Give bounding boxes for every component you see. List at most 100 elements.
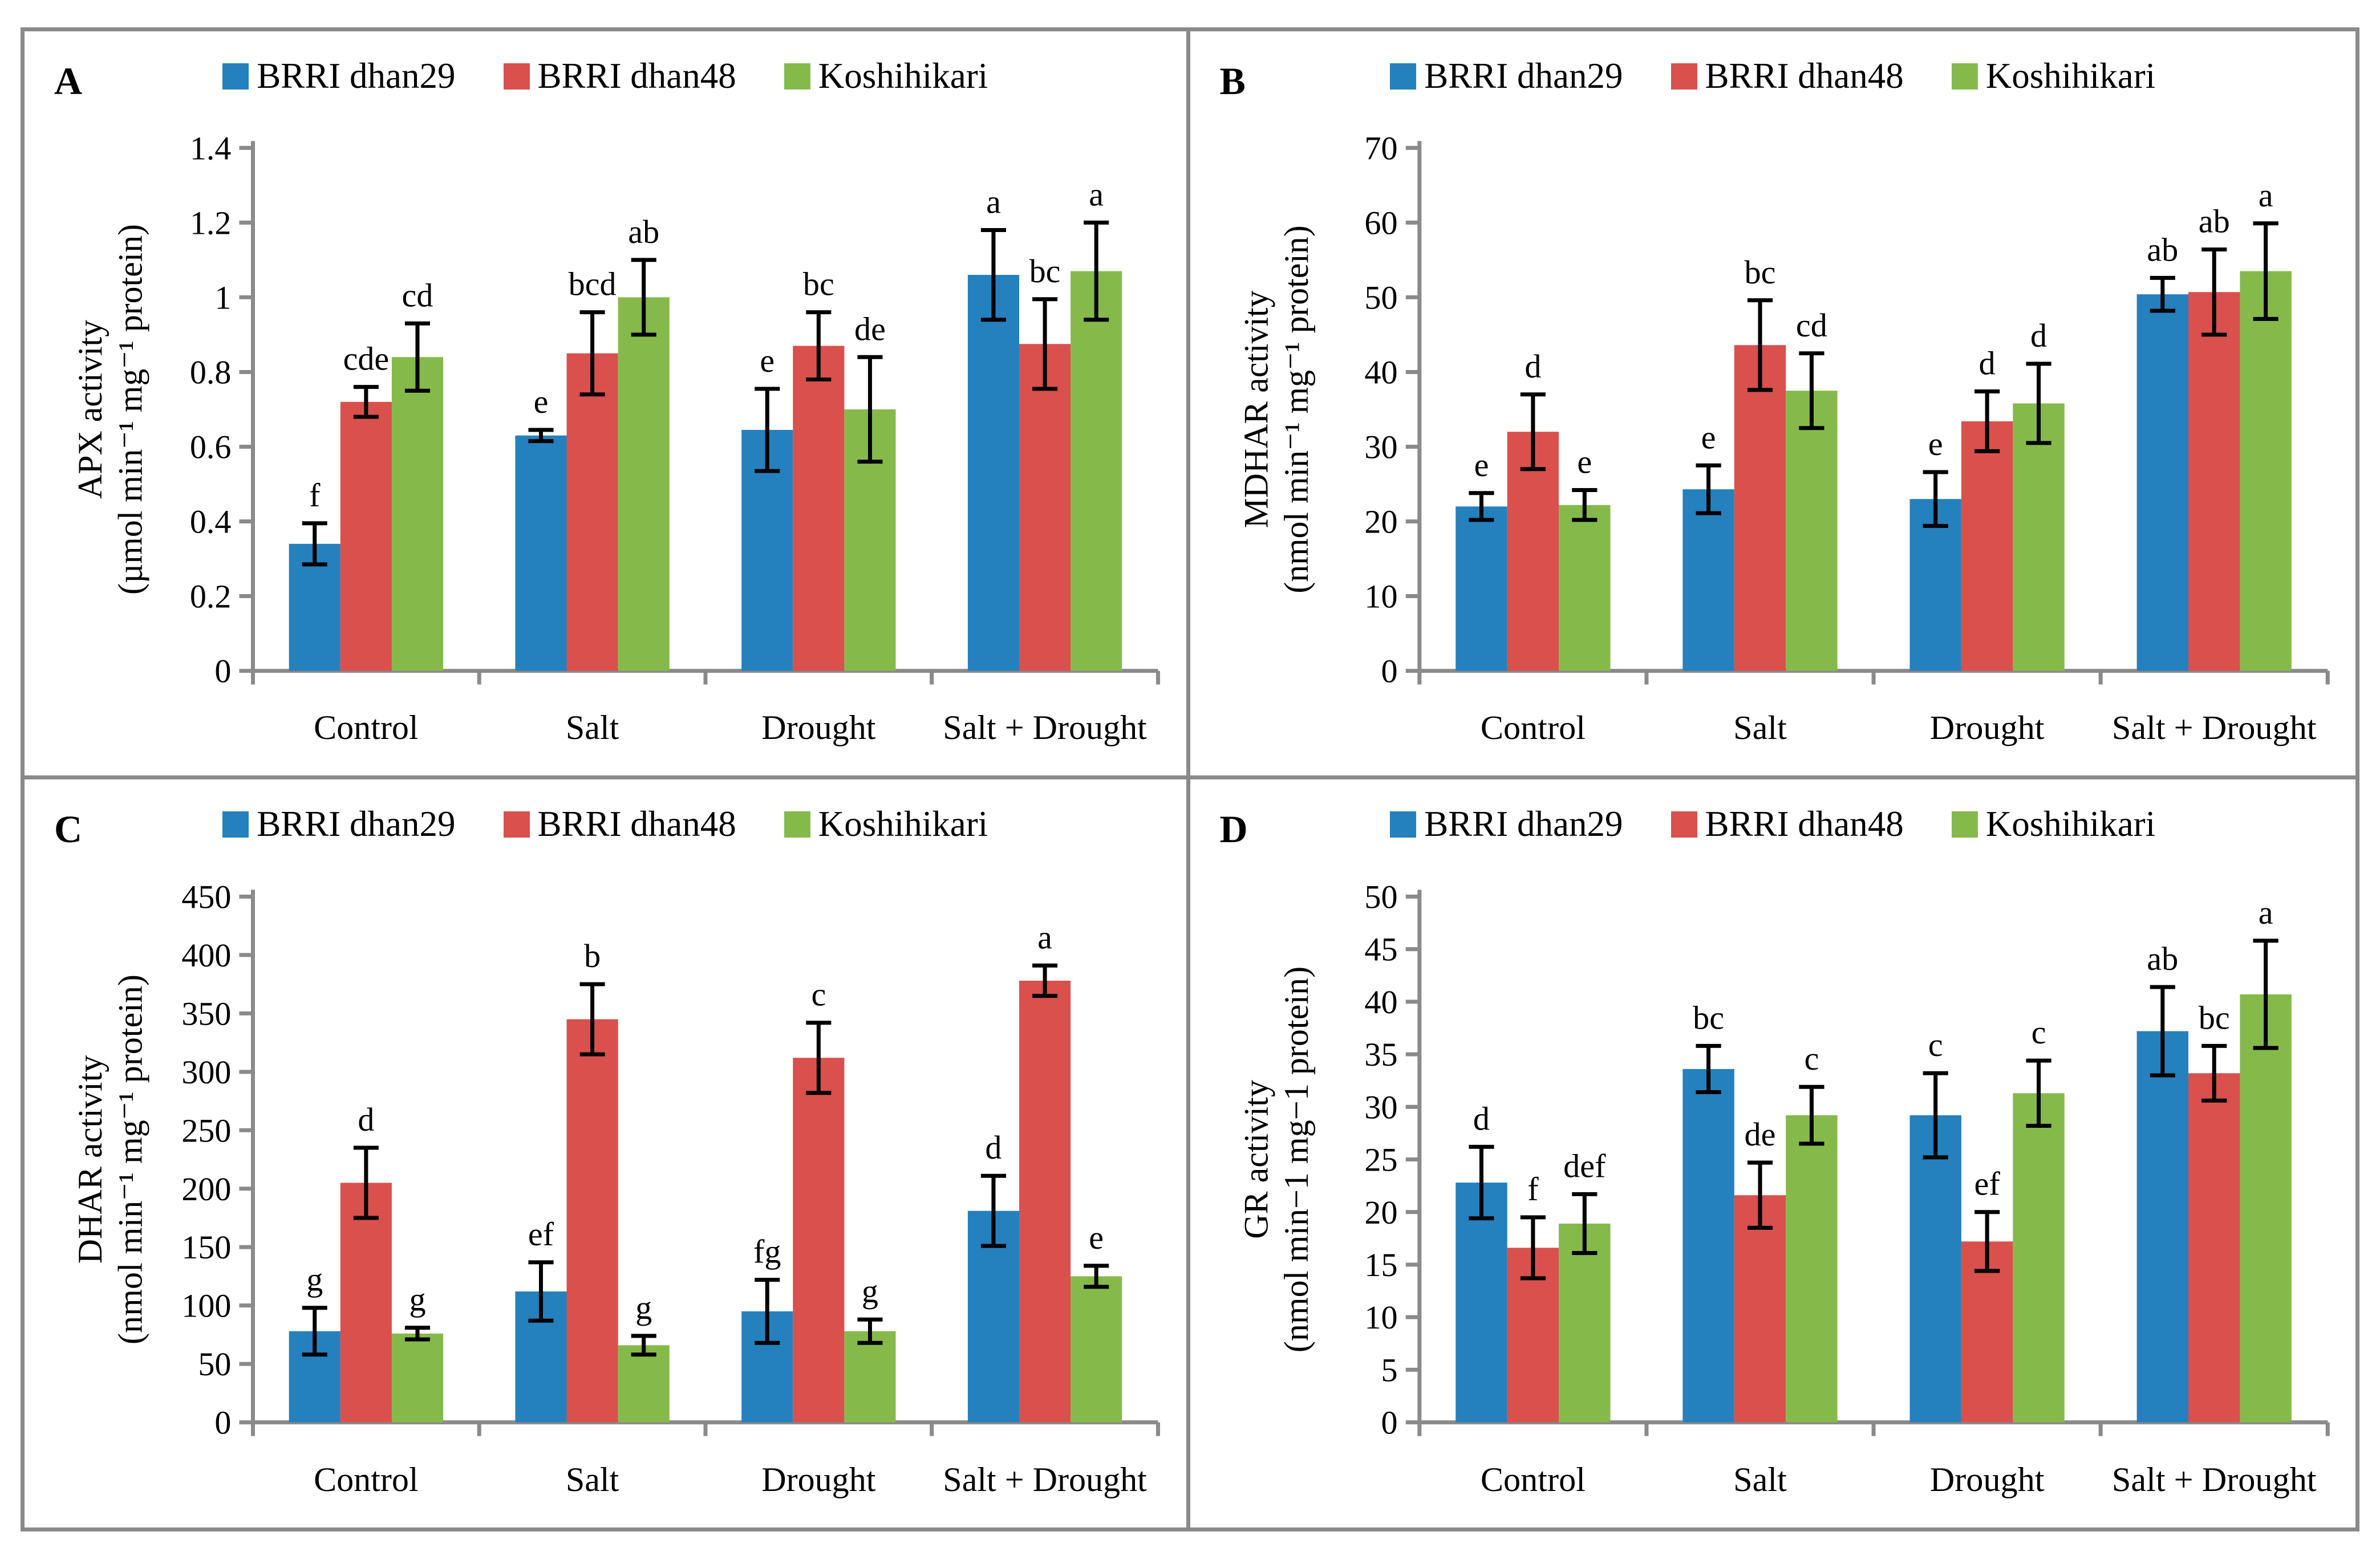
legend-label: Koshihikari [818,56,988,96]
significance-letter: d [1525,348,1541,385]
bar-BRRI dhan48-Drought [1961,421,2013,671]
legend-label: BRRI dhan29 [1424,804,1623,844]
legend-item: BRRI dhan29 [1390,803,1623,845]
significance-letter: bc [1693,999,1724,1036]
x-category-label: Drought [1929,1461,2044,1499]
legend-swatch [503,811,530,838]
significance-letter: def [1563,1147,1606,1184]
significance-letter: e [760,342,775,379]
bar-chart-A: 0 0.2 0.4 0.6 0.8 1 1.2 1.4 Control Salt Drought Sa… [71,129,1160,746]
bar-Koshihikari-Control [391,357,444,671]
bar-Koshihikari-Drought [2012,1093,2065,1423]
y-tick-label: 40 [1364,354,1397,391]
y-tick-label: 50 [1364,879,1397,916]
y-tick-label: 10 [1364,1299,1397,1336]
significance-letter: e [1701,419,1716,456]
bar-chart-B: 0 10 20 30 40 50 60 70 Control Salt Drought Salt + … [1236,130,2330,746]
y-tick-label: 0.8 [190,354,232,391]
significance-letter: a [1037,919,1052,956]
x-category-label: Control [1480,708,1585,746]
legend-item: Koshihikari [1951,803,2156,845]
panel-label-B: B [1219,59,1246,103]
y-tick-label: 350 [181,995,231,1032]
legend-label: BRRI dhan29 [257,56,456,96]
y-tick-label: 1.2 [190,204,232,241]
y-tick-label: 45 [1364,931,1397,968]
y-tick-label: 15 [1364,1246,1397,1283]
x-category-label: Salt + Drought [943,709,1147,746]
significance-letter: d [1473,1100,1489,1137]
significance-letter: g [409,1281,425,1318]
significance-letter: ab [2147,940,2178,977]
legend-B: BRRI dhan29 BRRI dhan48 Koshihikari [1190,55,2356,97]
legend-swatch [784,63,810,90]
legend-swatch [222,811,249,838]
bar-chart-C: 0 50 100 150 200 250 300 350 400 450 Control Salt Dr… [71,878,1160,1499]
bar-BRRI dhan48-Salt + Drought [2188,292,2240,671]
significance-letter: d [358,1101,374,1138]
x-category-label: Salt [1733,708,1787,746]
legend-label: Koshihikari [818,804,988,844]
bar-BRRI dhan48-Control [1507,432,1559,671]
bar-chart-D: 0 5 10 15 20 25 30 35 40 45 50 Control Salt Drought Sa… [1237,879,2330,1499]
y-tick-label: 200 [181,1171,231,1208]
legend-swatch [1951,811,1978,838]
bar-BRRI dhan48-Control [340,1183,392,1423]
bar-BRRI dhan29-Control [1455,1183,1507,1423]
x-category-label: Control [314,709,419,746]
significance-letter: e [534,383,549,420]
bar-Koshihikari-Drought [2012,403,2065,671]
bar-BRRI dhan29-Drought [1909,1115,1961,1423]
significance-letter: cde [343,340,390,377]
bar-Koshihikari-Salt [618,297,670,671]
figure-frame: A BRRI dhan29 BRRI dhan48 Koshihikari 0 0.2… [21,27,2359,1531]
y-tick-label: 20 [1364,1194,1397,1231]
y-tick-label: 1.4 [190,129,232,166]
significance-letter: d [985,1129,1002,1166]
significance-letter: a [1089,176,1104,213]
bar-BRRI dhan48-Salt + Drought [1019,344,1071,671]
x-category-label: Salt [1733,1461,1787,1499]
panel-label-C: C [54,807,83,851]
significance-letter: e [1577,444,1592,481]
x-category-label: Control [1480,1461,1585,1499]
bar-BRRI dhan29-Salt + Drought [2136,294,2188,671]
y-tick-label: 30 [1364,429,1397,466]
legend-swatch [1390,63,1417,90]
y-tick-label: 0.6 [190,429,232,466]
x-category-label: Salt + Drought [943,1461,1147,1499]
significance-letter: de [1744,1116,1775,1153]
panel-label-D: D [1219,807,1248,851]
significance-letter: d [1978,345,1995,382]
bar-Koshihikari-Salt + Drought [2239,271,2292,671]
legend-item: BRRI dhan48 [503,55,736,97]
y-tick-label: 70 [1364,130,1397,167]
legend-item: Koshihikari [784,803,988,845]
y-axis-label-line2: (nmol min⁻¹ mg⁻¹ protein) [111,974,149,1344]
bar-Koshihikari-Control [1558,1224,1611,1423]
y-tick-label: 250 [181,1112,231,1149]
significance-letter: cd [1795,307,1827,344]
bar-BRRI dhan48-Control [340,401,392,671]
significance-letter: a [2258,894,2273,931]
bar-Koshihikari-Control [391,1333,444,1423]
legend-label: BRRI dhan48 [1705,56,1904,96]
y-axis-label-line1: DHAR activity [71,1055,110,1264]
legend-C: BRRI dhan29 BRRI dhan48 Koshihikari [25,803,1186,845]
legend-label: Koshihikari [1985,804,2156,844]
legend-swatch [503,63,530,90]
x-category-label: Salt + Drought [2111,1461,2316,1499]
panel-D: D BRRI dhan29 BRRI dhan48 Koshihikari 0 5 10… [1190,779,2355,1527]
legend-item: Koshihikari [784,55,988,97]
panel-B: B BRRI dhan29 BRRI dhan48 Koshihikari 0 10 2… [1190,31,2356,779]
legend-item: Koshihikari [1951,55,2155,97]
legend-label: BRRI dhan29 [257,804,456,844]
bar-Koshihikari-Salt + Drought [1071,271,1122,671]
significance-letter: ef [1974,1165,2000,1202]
significance-letter: c [1804,1040,1819,1077]
significance-letter: e [1474,446,1489,484]
significance-letter: d [2030,317,2046,354]
bar-BRRI dhan48-Salt [1734,345,1786,671]
bar-BRRI dhan48-Salt [1734,1195,1786,1423]
